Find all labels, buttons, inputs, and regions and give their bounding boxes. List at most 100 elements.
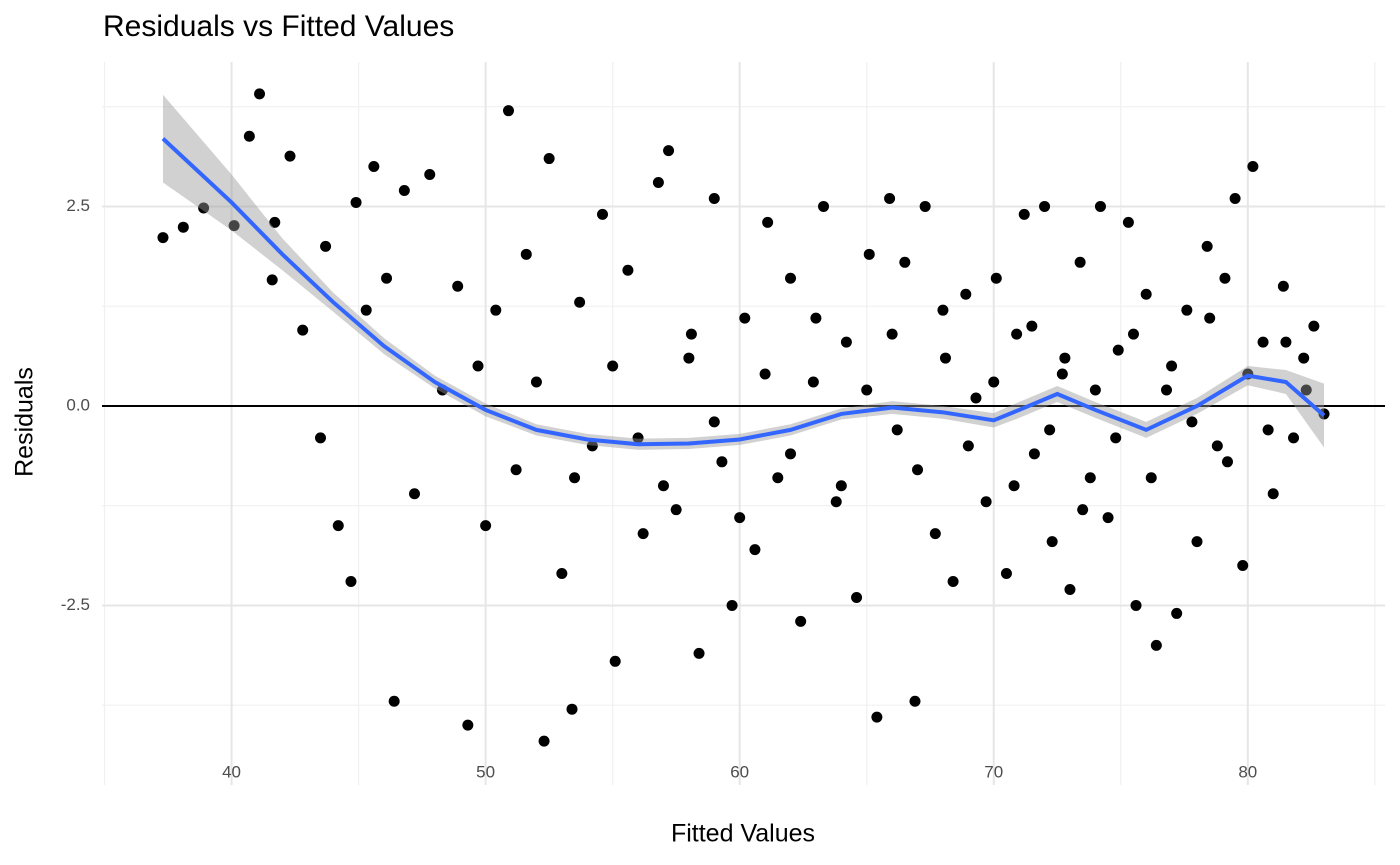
point — [960, 288, 972, 300]
x-axis-title: Fitted Values — [671, 820, 815, 848]
point — [1277, 280, 1289, 292]
point — [510, 464, 522, 476]
point — [398, 184, 410, 196]
point — [297, 324, 309, 336]
point — [785, 272, 797, 284]
point — [1127, 328, 1139, 340]
point — [1112, 344, 1124, 356]
point — [1044, 424, 1056, 436]
point — [990, 272, 1002, 284]
point — [726, 599, 738, 611]
point — [1008, 480, 1020, 492]
point — [538, 735, 550, 747]
point — [1018, 208, 1030, 220]
point — [1211, 440, 1223, 452]
point — [1074, 256, 1086, 268]
point — [1064, 583, 1076, 595]
y-tick-label: 2.5 — [66, 196, 90, 215]
point — [810, 312, 822, 324]
point — [1280, 336, 1292, 348]
point — [1201, 240, 1213, 252]
point — [1300, 384, 1312, 396]
x-tick-label: 50 — [476, 762, 495, 781]
point — [1166, 360, 1178, 372]
point — [566, 703, 578, 715]
point — [1308, 320, 1320, 332]
marks — [102, 88, 1385, 747]
point — [1204, 312, 1216, 324]
point — [1026, 320, 1038, 332]
point — [708, 192, 720, 204]
point — [962, 440, 974, 452]
smooth-line — [161, 137, 1326, 447]
point — [759, 368, 771, 380]
point — [891, 424, 903, 436]
point — [520, 248, 532, 260]
point — [1056, 368, 1068, 380]
y-tick-label: 0.0 — [66, 395, 90, 414]
point — [1161, 384, 1173, 396]
point — [795, 615, 807, 627]
point — [472, 360, 484, 372]
point — [785, 448, 797, 460]
point — [1000, 568, 1012, 580]
point — [1229, 192, 1241, 204]
point — [762, 216, 774, 228]
point — [1191, 536, 1203, 548]
point — [1140, 288, 1152, 300]
point — [807, 376, 819, 388]
point — [157, 232, 169, 244]
point — [912, 464, 924, 476]
point — [622, 264, 634, 276]
y-axis-title: Residuals — [11, 367, 39, 477]
point — [609, 655, 621, 667]
point — [652, 177, 664, 188]
point — [1084, 472, 1096, 484]
point — [1298, 352, 1310, 364]
point — [586, 440, 598, 452]
point — [502, 105, 514, 117]
point — [840, 336, 852, 348]
point — [861, 384, 873, 396]
point — [947, 576, 959, 588]
point — [1221, 456, 1233, 468]
point — [1011, 328, 1023, 340]
point — [1288, 432, 1300, 444]
point — [607, 360, 619, 372]
point — [1145, 472, 1157, 484]
point — [1028, 448, 1040, 460]
point — [1110, 432, 1122, 444]
point — [693, 647, 705, 659]
point — [863, 248, 875, 260]
point — [670, 504, 682, 516]
point — [1257, 336, 1269, 348]
point — [320, 240, 332, 252]
point — [1186, 416, 1198, 428]
point — [556, 568, 568, 580]
point — [198, 202, 210, 214]
point — [1247, 161, 1259, 173]
point — [574, 296, 586, 308]
point — [530, 376, 542, 388]
point — [596, 208, 608, 220]
point — [929, 528, 941, 540]
point — [739, 312, 751, 324]
point — [388, 695, 400, 707]
point — [177, 221, 189, 233]
point — [708, 416, 720, 428]
point — [1171, 607, 1183, 619]
point — [1094, 200, 1106, 212]
point — [988, 376, 1000, 388]
point — [569, 472, 581, 484]
point — [835, 480, 847, 492]
point — [657, 480, 669, 492]
point — [919, 200, 931, 212]
point — [884, 192, 896, 204]
point — [1219, 272, 1231, 284]
point — [1150, 639, 1162, 651]
point — [543, 153, 555, 165]
point — [1262, 424, 1274, 436]
chart-title: Residuals vs Fitted Values — [103, 10, 454, 43]
point — [851, 591, 863, 603]
